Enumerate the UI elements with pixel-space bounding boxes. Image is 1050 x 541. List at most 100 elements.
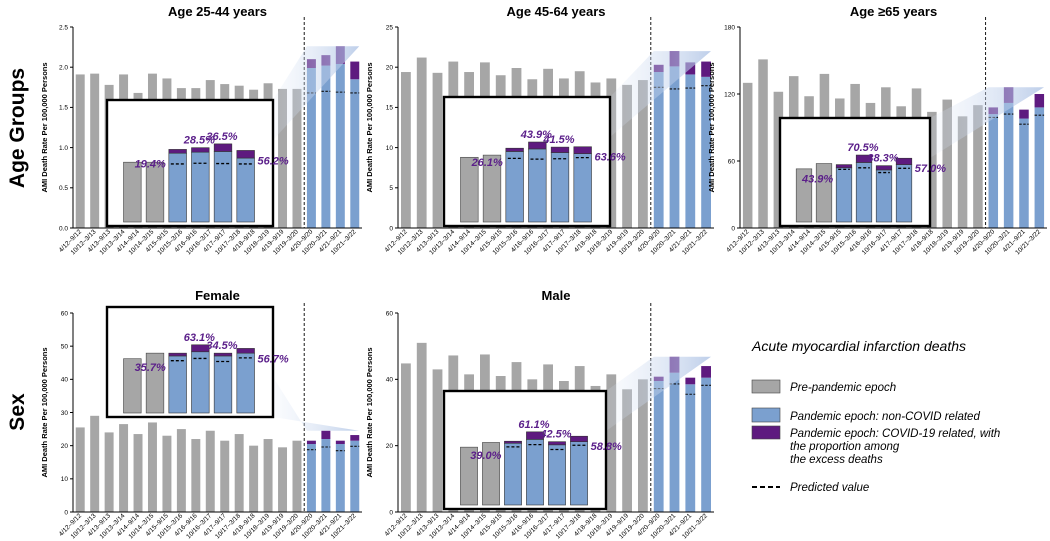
excess-percentage-label: 43.9% xyxy=(801,174,833,186)
bar-pre-pandemic xyxy=(927,111,937,228)
y-tick-label: 1.0 xyxy=(59,145,68,152)
y-axis-label: AMI Death Rate Per 100,000 Persons xyxy=(40,62,49,192)
bar-pre-pandemic xyxy=(147,422,157,512)
excess-percentage-label: 28.5% xyxy=(183,135,215,147)
inset-bar-covid xyxy=(191,344,210,353)
excess-percentage-label: 26.1% xyxy=(471,157,503,169)
bar-covid xyxy=(685,377,696,385)
bar-noncovid xyxy=(335,444,345,512)
inset-bar-noncovid xyxy=(213,355,233,414)
y-tick-label: 0.0 xyxy=(59,225,68,232)
bar-noncovid xyxy=(335,63,345,228)
inset-bar-noncovid xyxy=(875,169,893,223)
y-axis-label: AMI Death Rate Per 100,000 Persons xyxy=(707,62,716,192)
bar-pre-pandemic xyxy=(191,439,201,512)
excess-percentage-label: 35.7% xyxy=(135,362,166,374)
bar-covid xyxy=(350,61,360,80)
chart-title: Age 25-44 years xyxy=(168,4,267,19)
bar-noncovid xyxy=(685,74,696,228)
bar-pre-pandemic xyxy=(432,72,443,228)
bar-pre-pandemic xyxy=(75,74,85,228)
bar-noncovid xyxy=(701,377,711,512)
bar-covid xyxy=(321,430,331,440)
bar-noncovid xyxy=(350,79,360,228)
bar-pre-pandemic xyxy=(432,369,443,512)
bar-pre-pandemic xyxy=(292,440,302,512)
inset-bar-covid xyxy=(213,143,233,152)
y-tick-label: 60 xyxy=(728,158,736,165)
bar-pre-pandemic xyxy=(622,84,632,228)
chart-panel: Age ≥65 years AMI Death Rate Per 100,000 … xyxy=(707,4,1047,256)
excess-percentage-label: 70.5% xyxy=(847,142,878,154)
inset-bar-pre xyxy=(145,161,165,223)
y-tick-label: 30 xyxy=(61,410,69,417)
inset-bar-noncovid xyxy=(895,164,913,223)
zoom-connector xyxy=(610,51,711,138)
bar-noncovid xyxy=(306,444,316,512)
inset-bar-covid xyxy=(236,348,255,354)
bar-pre-pandemic xyxy=(278,88,288,229)
y-tick-label: 0 xyxy=(389,225,393,232)
inset-bar-pre xyxy=(123,358,142,414)
excess-percentage-label: 57.0% xyxy=(915,163,946,175)
bar-pre-pandemic xyxy=(234,434,244,512)
inset-bar-covid xyxy=(573,146,592,154)
legend-swatch-pre xyxy=(751,379,781,394)
bar-pre-pandemic xyxy=(205,430,215,512)
legend-label-noncovid: Pandemic epoch: non-COVID related xyxy=(790,411,980,423)
legend-swatch-noncovid xyxy=(751,407,781,423)
inset-bar-noncovid xyxy=(528,148,547,223)
inset-bar-covid xyxy=(504,440,522,444)
bar-covid xyxy=(701,366,711,378)
legend-swatch-covid xyxy=(751,425,781,440)
excess-percentage-label: 56.2% xyxy=(258,155,289,167)
bar-covid xyxy=(1034,94,1045,108)
bar-pre-pandemic xyxy=(758,59,768,229)
y-tick-label: 0 xyxy=(731,225,735,232)
bar-pre-pandemic xyxy=(742,82,753,228)
inset-bar-covid xyxy=(875,165,893,171)
bar-pre-pandemic xyxy=(401,363,411,512)
bar-noncovid xyxy=(988,114,999,228)
legend-label-pre: Pre-pandemic epoch xyxy=(790,382,896,394)
zoom-connector xyxy=(273,377,360,431)
y-tick-label: 0 xyxy=(64,509,68,516)
bar-pre-pandemic xyxy=(416,342,427,512)
bar-pre-pandemic xyxy=(220,440,230,512)
inset-bar-noncovid xyxy=(550,152,570,223)
bar-pre-pandemic xyxy=(75,427,85,512)
inset-bar-noncovid xyxy=(570,441,588,506)
inset-bar-covid xyxy=(548,441,566,446)
y-tick-label: 60 xyxy=(386,310,394,317)
bar-noncovid xyxy=(1019,118,1029,228)
legend: Acute myocardial infarction deaths Pre-pa… xyxy=(751,338,1000,494)
legend-label-predicted: Predicted value xyxy=(790,482,869,494)
chart-title: Age ≥65 years xyxy=(850,4,937,19)
inset-bar-noncovid xyxy=(504,442,522,506)
inset-bar-pre xyxy=(482,442,500,506)
chart-title: Female xyxy=(195,288,240,303)
bar-pre-pandemic xyxy=(401,72,411,228)
y-tick-label: 60 xyxy=(61,310,69,317)
bar-covid xyxy=(350,435,360,441)
inset-bar-noncovid xyxy=(573,153,592,223)
y-tick-label: 20 xyxy=(61,443,69,450)
inset-bar-noncovid xyxy=(505,151,524,223)
bar-noncovid xyxy=(685,384,696,512)
y-tick-label: 120 xyxy=(724,91,735,98)
bar-pre-pandemic xyxy=(119,424,129,512)
excess-percentage-label: 63.6% xyxy=(595,152,626,164)
bar-pre-pandemic xyxy=(416,57,427,228)
bar-pre-pandemic xyxy=(90,415,100,512)
inset-bar-pre xyxy=(460,446,478,506)
bar-noncovid xyxy=(701,76,711,229)
bar-pre-pandemic xyxy=(638,379,648,512)
chart-panel: Age 25-44 years AMI Death Rate Per 100,00… xyxy=(40,4,362,256)
excess-percentage-label: 42.5% xyxy=(539,429,571,441)
bar-pre-pandemic xyxy=(278,447,288,512)
y-tick-label: 50 xyxy=(61,343,69,350)
inset-bar-noncovid xyxy=(168,355,187,414)
legend-label-covid: the excess deaths xyxy=(790,454,883,466)
y-tick-label: 20 xyxy=(386,443,394,450)
excess-percentage-label: 58.8% xyxy=(591,441,622,453)
